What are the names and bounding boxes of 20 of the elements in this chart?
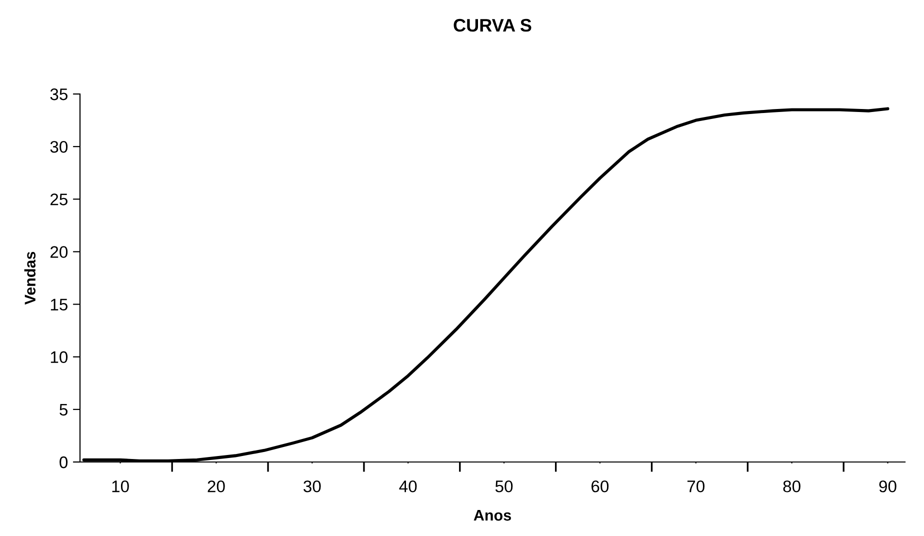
- x-tick-label: 80: [783, 480, 800, 492]
- y-tick-label: 15: [50, 298, 68, 310]
- y-tick-label: 30: [50, 140, 68, 153]
- y-tick-label: 5: [60, 404, 68, 416]
- y-axis-title: Vendas: [24, 252, 36, 305]
- y-tick-label: 10: [50, 351, 68, 364]
- x-tick-label: 50: [495, 480, 513, 492]
- x-tick-label: 70: [687, 480, 704, 492]
- x-tick-label: 90: [879, 480, 896, 492]
- y-tick-label: 35: [50, 88, 68, 100]
- x-axis-title: Anos: [474, 510, 511, 521]
- y-tick-label: 20: [50, 246, 68, 258]
- y-tick-label: 25: [50, 194, 68, 206]
- chart-title: CURVA S: [454, 18, 532, 32]
- x-tick-label: 30: [304, 480, 321, 492]
- x-tick-label: 60: [592, 480, 609, 492]
- x-tick-label: 20: [208, 480, 225, 492]
- x-tick-label: 10: [112, 480, 129, 492]
- x-tick-label: 40: [399, 480, 417, 492]
- y-tick-label: 0: [60, 456, 68, 468]
